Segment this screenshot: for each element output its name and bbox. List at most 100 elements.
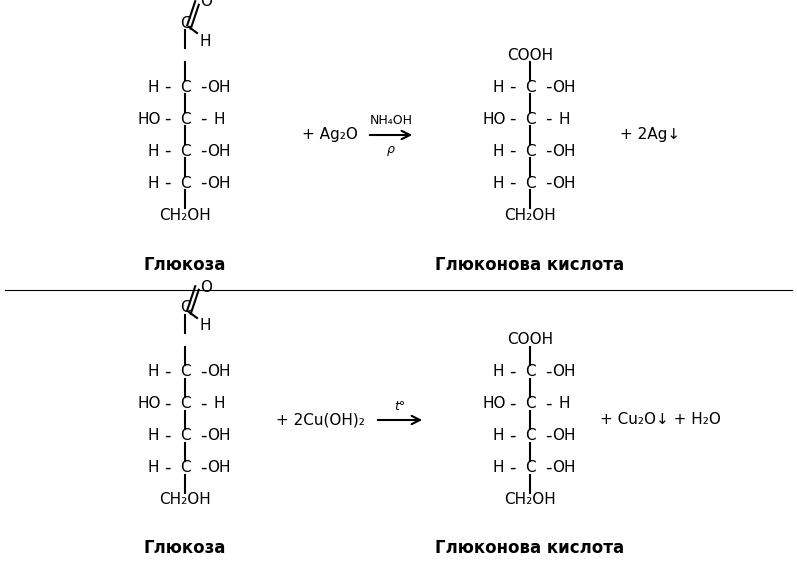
Text: H: H [493,364,504,379]
Text: OH: OH [207,364,231,379]
Text: C: C [524,176,536,190]
Text: OH: OH [552,176,575,190]
Text: O: O [200,0,212,10]
Text: -: - [545,78,552,96]
Text: O: O [200,280,212,295]
Text: + Ag₂O: + Ag₂O [302,128,358,142]
Text: -: - [508,78,515,96]
Text: H: H [558,396,570,411]
Text: C: C [179,112,190,126]
Text: OH: OH [552,144,575,158]
Text: -: - [163,427,171,445]
Text: -: - [163,363,171,381]
Text: C: C [524,460,536,475]
Text: -: - [200,78,206,96]
Text: OH: OH [207,144,231,158]
Text: C: C [179,364,190,379]
Text: C: C [524,396,536,411]
Text: C: C [179,428,190,443]
Text: H: H [493,176,504,190]
Text: -: - [545,142,552,160]
Text: C: C [179,300,190,316]
Text: CH₂OH: CH₂OH [505,492,556,507]
Text: H: H [147,460,159,475]
Text: OH: OH [552,364,575,379]
Text: -: - [545,110,552,128]
Text: H: H [214,396,225,411]
Text: OH: OH [207,428,231,443]
Text: -: - [508,142,515,160]
Text: H: H [558,112,570,126]
Text: COOH: COOH [507,47,553,62]
Text: OH: OH [207,80,231,94]
Text: H: H [147,176,159,190]
Text: Глюкоза: Глюкоза [143,539,226,557]
Text: Глюконова кислота: Глюконова кислота [435,539,625,557]
Text: -: - [508,363,515,381]
Text: + Cu₂O↓ + H₂O: + Cu₂O↓ + H₂O [599,412,720,427]
Text: COOH: COOH [507,332,553,348]
Text: -: - [545,363,552,381]
Text: H: H [147,428,159,443]
Text: H: H [214,112,225,126]
Text: -: - [163,174,171,192]
Text: C: C [524,144,536,158]
Text: H: H [493,80,504,94]
Text: CH₂OH: CH₂OH [505,208,556,223]
Text: t°: t° [395,399,406,412]
Text: -: - [163,395,171,413]
Text: C: C [524,428,536,443]
Text: -: - [200,174,206,192]
Text: + 2Ag↓: + 2Ag↓ [620,128,680,142]
Text: -: - [545,459,552,477]
Text: C: C [179,176,190,190]
Text: -: - [163,110,171,128]
Text: Глюкоза: Глюкоза [143,256,226,274]
Text: -: - [200,459,206,477]
Text: -: - [200,363,206,381]
Text: H: H [199,319,210,333]
Text: OH: OH [207,460,231,475]
Text: -: - [200,395,206,413]
Text: H: H [199,34,210,49]
Text: -: - [508,174,515,192]
Text: -: - [545,174,552,192]
Text: CH₂OH: CH₂OH [159,492,211,507]
Text: -: - [200,142,206,160]
Text: HO: HO [137,396,161,411]
Text: C: C [179,396,190,411]
Text: H: H [493,428,504,443]
Text: HO: HO [137,112,161,126]
Text: Глюконова кислота: Глюконова кислота [435,256,625,274]
Text: -: - [163,78,171,96]
Text: C: C [179,144,190,158]
Text: -: - [508,110,515,128]
Text: H: H [147,364,159,379]
Text: C: C [179,460,190,475]
Text: H: H [147,80,159,94]
Text: HO: HO [482,112,506,126]
Text: OH: OH [552,460,575,475]
Text: OH: OH [552,80,575,94]
Text: C: C [524,364,536,379]
Text: -: - [200,110,206,128]
Text: -: - [545,427,552,445]
Text: H: H [493,144,504,158]
Text: C: C [179,80,190,94]
Text: C: C [179,15,190,30]
Text: OH: OH [207,176,231,190]
Text: -: - [163,459,171,477]
Text: -: - [163,142,171,160]
Text: OH: OH [552,428,575,443]
Text: CH₂OH: CH₂OH [159,208,211,223]
Text: -: - [545,395,552,413]
Text: -: - [200,427,206,445]
Text: NH₄OH: NH₄OH [370,114,413,128]
Text: -: - [508,459,515,477]
Text: -: - [508,427,515,445]
Text: H: H [147,144,159,158]
Text: C: C [524,80,536,94]
Text: ρ: ρ [387,142,395,156]
Text: HO: HO [482,396,506,411]
Text: + 2Cu(OH)₂: + 2Cu(OH)₂ [276,412,364,427]
